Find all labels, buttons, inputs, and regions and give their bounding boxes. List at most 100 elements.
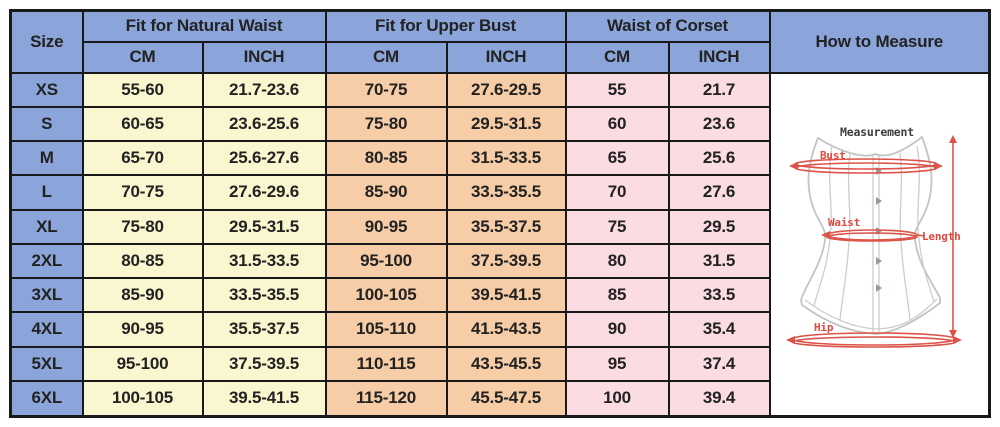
corset-waist-inch-cell: 21.7 — [667, 71, 771, 108]
table-row-xs: XS 55-60 21.7-23.6 70-75 27.6-29.5 55 21… — [9, 71, 991, 417]
size-cell: S — [9, 105, 84, 143]
table-row-5xl: 5XL 95-100 37.5-39.5 110-115 43.5-45.5 9… — [9, 345, 990, 382]
natural-waist-inch-cell: 39.5-41.5 — [201, 379, 327, 418]
natural-waist-inch-cell: 29.5-31.5 — [201, 208, 327, 245]
hip-arrow-left — [786, 335, 796, 344]
natural-waist-inch-header: INCH — [201, 40, 327, 74]
size-cell: L — [9, 174, 84, 211]
size-cell: M — [9, 140, 84, 177]
size-cell: 3XL — [9, 277, 84, 314]
corset-measurement-illustration: Measurement Bust Waist Length Hip — [786, 125, 963, 348]
how-to-measure-header: How to Measure — [768, 9, 991, 74]
upper-bust-cm-cell: 75-80 — [324, 105, 448, 143]
table-row-s: S 60-65 23.6-25.6 75-80 29.5-31.5 60 23.… — [9, 105, 990, 143]
size-cell: 6XL — [9, 379, 84, 418]
corset-panel-line — [899, 152, 911, 320]
table-row-m: M 65-70 25.6-27.6 80-85 31.5-33.5 65 25.… — [9, 140, 990, 177]
natural-waist-cm-header: CM — [81, 40, 204, 74]
corset-waist-cm-cell: 95 — [564, 345, 670, 382]
corset-waist-cm-cell: 70 — [564, 174, 670, 211]
busk-clasp — [876, 196, 883, 205]
corset-waist-inch-cell: 35.4 — [667, 311, 771, 348]
corset-hem-line — [804, 298, 938, 330]
waist-length-connector — [917, 233, 926, 237]
waist-label: Waist — [828, 216, 860, 229]
bust-label: Bust — [820, 149, 846, 162]
natural-waist-cm-cell: 100-105 — [81, 379, 204, 418]
corset-waist-cm-cell: 90 — [564, 311, 670, 348]
upper-bust-cm-cell: 85-90 — [324, 174, 448, 211]
corset-waist-cm-cell: 85 — [564, 277, 670, 314]
upper-bust-cm-cell: 100-105 — [324, 277, 448, 314]
upper-bust-inch-cell: 45.5-47.5 — [445, 379, 567, 418]
natural-waist-inch-cell: 25.6-27.6 — [201, 140, 327, 177]
natural-waist-cm-cell: 55-60 — [81, 71, 204, 108]
upper-bust-inch-cell: 31.5-33.5 — [445, 140, 567, 177]
size-column-header: Size — [9, 9, 84, 74]
busk-clasp — [876, 283, 883, 292]
upper-bust-cm-cell: 70-75 — [324, 71, 448, 108]
corset-waist-inch-cell: 39.4 — [667, 379, 771, 418]
size-cell: 2XL — [9, 242, 84, 280]
corset-waist-inch-cell: 29.5 — [667, 208, 771, 245]
length-arrow-bottom — [949, 329, 958, 338]
upper-bust-cm-header: CM — [324, 40, 448, 74]
corset-waist-inch-cell: 23.6 — [667, 105, 771, 143]
corset-waist-cm-cell: 80 — [564, 242, 670, 280]
upper-bust-inch-cell: 39.5-41.5 — [445, 277, 567, 314]
table-row-3xl: 3XL 85-90 33.5-35.5 100-105 39.5-41.5 85… — [9, 277, 990, 314]
length-label: Length — [922, 230, 961, 243]
corset-panel-line — [839, 152, 851, 320]
corset-waist-inch-cell: 31.5 — [667, 242, 771, 280]
corset-waist-cm-cell: 75 — [564, 208, 670, 245]
upper-bust-cm-cell: 105-110 — [324, 311, 448, 348]
upper-bust-cm-cell: 90-95 — [324, 208, 448, 245]
upper-bust-inch-cell: 37.5-39.5 — [445, 242, 567, 280]
upper-bust-cm-cell: 95-100 — [324, 242, 448, 280]
corset-waist-inch-cell: 37.4 — [667, 345, 771, 382]
natural-waist-cm-cell: 95-100 — [81, 345, 204, 382]
waist-arrow-left — [821, 230, 831, 239]
corset-waist-inch-cell: 25.6 — [667, 140, 771, 177]
upper-bust-inch-header: INCH — [445, 40, 567, 74]
header-units-row: CM INCH CM INCH CM INCH — [11, 40, 990, 74]
size-cell: XL — [9, 208, 84, 245]
corset-left-outline — [800, 136, 879, 335]
busk-clasp — [876, 256, 883, 265]
upper-bust-inch-cell: 29.5-31.5 — [445, 105, 567, 143]
measurement-title-label: Measurement — [840, 125, 914, 139]
size-cell: 4XL — [9, 311, 84, 348]
upper-bust-inch-cell: 27.6-29.5 — [445, 71, 567, 108]
size-chart-table: Size Fit for Natural Waist Fit for Upper… — [9, 9, 991, 418]
size-cell: 5XL — [9, 345, 84, 382]
hip-label: Hip — [814, 321, 834, 334]
table-row-2xl: 2XL 80-85 31.5-33.5 95-100 37.5-39.5 80 … — [9, 242, 990, 280]
bust-arrow-left — [789, 161, 799, 170]
upper-bust-inch-cell: 33.5-35.5 — [445, 174, 567, 211]
natural-waist-group-header: Fit for Natural Waist — [81, 9, 327, 43]
upper-bust-cm-cell: 80-85 — [324, 140, 448, 177]
corset-top-edge — [817, 135, 924, 156]
natural-waist-cm-cell: 80-85 — [81, 242, 204, 280]
corset-right-outline — [876, 135, 942, 335]
natural-waist-inch-cell: 23.6-25.6 — [201, 105, 327, 143]
natural-waist-inch-cell: 31.5-33.5 — [201, 242, 327, 280]
table-row-6xl: 6XL 100-105 39.5-41.5 115-120 45.5-47.5 … — [9, 379, 990, 418]
natural-waist-cm-cell: 65-70 — [81, 140, 204, 177]
table-row-4xl: 4XL 90-95 35.5-37.5 105-110 41.5-43.5 90… — [9, 311, 990, 348]
upper-bust-inch-cell: 35.5-37.5 — [445, 208, 567, 245]
natural-waist-cm-cell: 60-65 — [81, 105, 204, 143]
upper-bust-group-header: Fit for Upper Bust — [324, 9, 567, 43]
upper-bust-inch-cell: 43.5-45.5 — [445, 345, 567, 382]
natural-waist-inch-cell: 37.5-39.5 — [201, 345, 327, 382]
natural-waist-inch-cell: 35.5-37.5 — [201, 311, 327, 348]
natural-waist-cm-cell: 85-90 — [81, 277, 204, 314]
length-arrow-top — [949, 134, 958, 143]
natural-waist-cm-cell: 90-95 — [81, 311, 204, 348]
corset-waist-inch-cell: 27.6 — [667, 174, 771, 211]
bust-arrow-right — [934, 161, 944, 170]
corset-waist-cm-cell: 55 — [564, 71, 670, 108]
upper-bust-inch-cell: 41.5-43.5 — [445, 311, 567, 348]
natural-waist-inch-cell: 21.7-23.6 — [201, 71, 327, 108]
